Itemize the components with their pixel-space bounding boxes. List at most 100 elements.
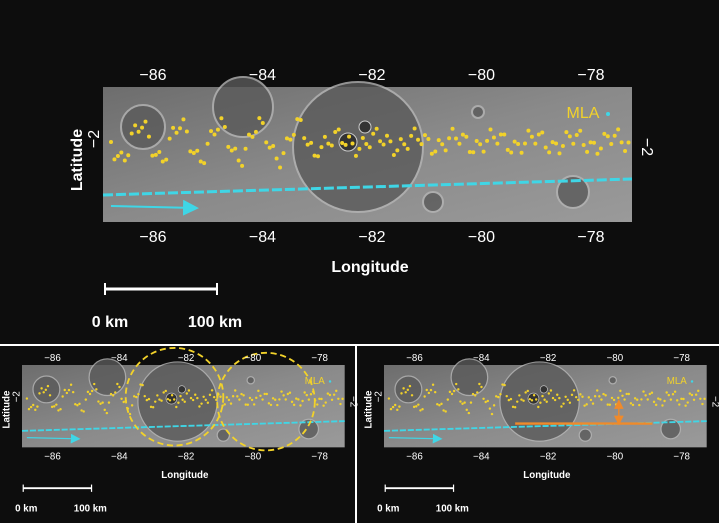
mla-dot bbox=[109, 140, 113, 144]
mla-dot bbox=[600, 398, 603, 401]
mla-dot bbox=[419, 142, 424, 147]
mla-dot bbox=[322, 404, 325, 407]
mla-dot bbox=[267, 402, 271, 405]
mla-dot bbox=[38, 392, 41, 395]
mla-dot bbox=[112, 157, 117, 162]
mla-dot bbox=[513, 406, 517, 409]
mla-dot bbox=[389, 407, 393, 411]
crater bbox=[471, 105, 485, 119]
mla-dot bbox=[501, 383, 504, 386]
mla-dot bbox=[391, 153, 396, 158]
mla-dot bbox=[642, 390, 645, 393]
mla-dot bbox=[347, 134, 352, 139]
mla-dot bbox=[652, 400, 656, 404]
mla-dot bbox=[167, 136, 172, 141]
mla-dot bbox=[188, 149, 193, 154]
mla-dot bbox=[486, 399, 490, 403]
mla-dot bbox=[319, 145, 324, 150]
mla-dot bbox=[236, 158, 241, 163]
mla-dot bbox=[568, 401, 572, 404]
mla-dot bbox=[421, 408, 424, 411]
crater bbox=[292, 81, 424, 213]
mla-dot bbox=[598, 395, 601, 398]
mla-dot bbox=[95, 388, 98, 391]
x-tick-label: −84 bbox=[473, 353, 490, 364]
mla-dot bbox=[604, 394, 607, 397]
mla-dot bbox=[516, 400, 519, 403]
x-tick-label: −86 bbox=[406, 452, 423, 463]
mla-dot bbox=[519, 150, 524, 155]
mla-dot bbox=[455, 382, 458, 386]
mla-dot bbox=[612, 398, 616, 402]
crater bbox=[165, 392, 178, 405]
crater bbox=[450, 358, 489, 397]
mla-dot bbox=[88, 392, 92, 396]
region-circle bbox=[216, 351, 316, 452]
crater bbox=[212, 76, 274, 138]
mla-dot bbox=[61, 395, 64, 398]
mla-dot bbox=[149, 405, 153, 409]
mla-dot bbox=[263, 392, 266, 396]
mla-dot bbox=[82, 410, 85, 413]
mla-dot bbox=[450, 126, 455, 131]
mla-dot bbox=[298, 118, 303, 123]
mla-dot bbox=[457, 388, 460, 391]
mla-dot bbox=[640, 398, 643, 401]
mla-dot bbox=[415, 405, 418, 408]
mla-dot bbox=[484, 400, 487, 404]
mla-dot bbox=[282, 394, 285, 397]
mla-dot bbox=[48, 394, 52, 397]
mla-dot bbox=[78, 402, 81, 406]
mla-dot bbox=[257, 389, 260, 393]
mla-dot bbox=[194, 393, 197, 396]
mla-dot bbox=[219, 395, 222, 398]
crater bbox=[216, 428, 231, 442]
mla-dot bbox=[259, 394, 262, 398]
crater bbox=[608, 375, 618, 385]
mla-dot bbox=[151, 406, 155, 409]
mla-dot bbox=[423, 395, 426, 398]
mla-dot bbox=[185, 392, 189, 395]
mla-dot bbox=[669, 398, 673, 401]
legend-dot bbox=[328, 380, 332, 383]
mla-dot bbox=[34, 408, 37, 412]
mla-dot bbox=[481, 149, 486, 154]
mla-dot bbox=[31, 403, 35, 407]
mla-dot bbox=[305, 393, 308, 397]
mla-dot bbox=[236, 395, 239, 398]
mla-dot bbox=[406, 388, 410, 392]
crater bbox=[298, 418, 320, 440]
mla-dot bbox=[581, 142, 586, 147]
mla-dot bbox=[111, 394, 115, 397]
crater bbox=[246, 375, 256, 385]
mla-dot bbox=[252, 403, 256, 406]
mla-dot bbox=[448, 390, 452, 394]
mla-dot bbox=[567, 134, 572, 139]
mla-dot bbox=[215, 127, 220, 132]
mla-dot bbox=[202, 161, 207, 166]
mla-dot bbox=[63, 388, 66, 392]
x-tick-label: −82 bbox=[178, 353, 195, 364]
mla-dot bbox=[465, 408, 468, 412]
x-tick-label: −84 bbox=[249, 229, 276, 246]
mla-dot bbox=[694, 393, 698, 396]
crater bbox=[578, 428, 593, 442]
mla-dot bbox=[50, 405, 54, 409]
x-tick-label: −80 bbox=[607, 452, 624, 463]
mla-dot bbox=[667, 393, 670, 397]
mla-dot bbox=[162, 391, 165, 394]
y-axis-title: Latitude bbox=[1, 390, 12, 428]
mla-dot bbox=[467, 149, 472, 154]
mla-dot bbox=[433, 390, 437, 394]
mla-dot bbox=[322, 134, 327, 139]
x-tick-label: −78 bbox=[577, 67, 604, 84]
mla-dot bbox=[343, 142, 348, 147]
mla-dot bbox=[181, 398, 184, 401]
mla-dot bbox=[215, 398, 218, 402]
mla-dot bbox=[222, 124, 227, 129]
mla-dot bbox=[474, 138, 479, 143]
mla-dot bbox=[678, 403, 681, 406]
mla-dot bbox=[602, 392, 605, 396]
mla-dot bbox=[219, 116, 224, 121]
mla-dot bbox=[248, 396, 252, 400]
